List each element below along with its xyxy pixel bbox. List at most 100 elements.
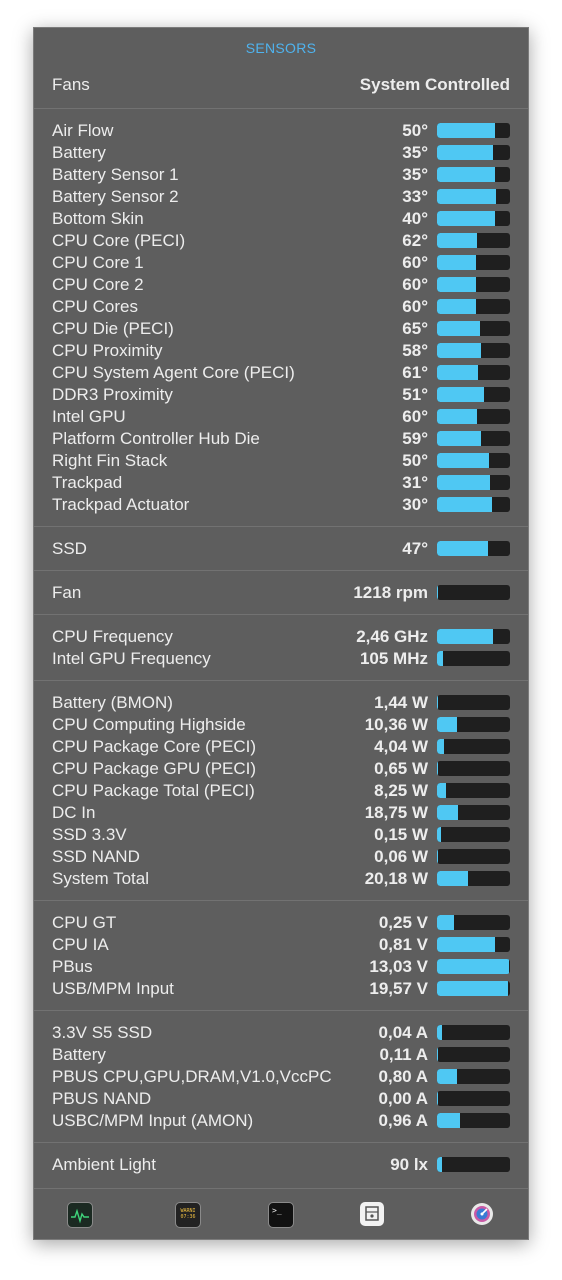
disk-utility-icon[interactable]	[470, 1202, 494, 1226]
sensor-level-fill	[437, 937, 495, 952]
sensor-row[interactable]: 3.3V S5 SSD 0,04 A	[34, 1022, 528, 1044]
divider	[34, 1142, 528, 1143]
sensor-row[interactable]: Right Fin Stack 50°	[34, 450, 528, 472]
sensor-label: DDR3 Proximity	[52, 385, 173, 404]
sensor-label: CPU Cores	[52, 297, 138, 316]
sensor-row[interactable]: Bottom Skin 40°	[34, 208, 528, 230]
sensor-row[interactable]: CPU Cores 60°	[34, 296, 528, 318]
sensor-row[interactable]: Battery Sensor 2 33°	[34, 186, 528, 208]
sensor-value: 20,18 W	[364, 869, 428, 888]
sensor-value: 62°	[402, 231, 428, 250]
sensor-row[interactable]: USB/MPM Input 19,57 V	[34, 978, 528, 1000]
sensor-row[interactable]: PBUS CPU,GPU,DRAM,V1.0,VccPC 0,80 A	[34, 1066, 528, 1088]
sensor-label: CPU Proximity	[52, 341, 163, 360]
sensor-level-fill	[437, 343, 481, 358]
sensor-row[interactable]: USBC/MPM Input (AMON) 0,96 A	[34, 1110, 528, 1132]
sensor-level-bar	[437, 959, 510, 974]
sensor-label: Right Fin Stack	[52, 451, 168, 470]
sensor-value: 0,11 A	[379, 1045, 428, 1064]
sensor-row[interactable]: CPU Frequency 2,46 GHz	[34, 626, 528, 648]
sensor-level-fill	[437, 299, 476, 314]
sensor-value: 0,65 W	[374, 759, 428, 778]
sensor-level-fill	[437, 783, 446, 798]
sensor-row[interactable]: CPU GT 0,25 V	[34, 912, 528, 934]
panel-title: SENSORS	[245, 40, 317, 56]
sensor-row[interactable]: CPU Core (PECI) 62°	[34, 230, 528, 252]
sensor-value: 0,15 W	[374, 825, 428, 844]
sensor-label: SSD NAND	[52, 847, 140, 866]
sensor-level-bar	[437, 145, 510, 160]
sensor-row[interactable]: CPU System Agent Core (PECI) 61°	[34, 362, 528, 384]
sensor-level-bar	[437, 1113, 510, 1128]
console-icon[interactable]: WARNI 07:36	[175, 1202, 201, 1228]
section-light: Ambient Light 90 lx	[34, 1143, 528, 1186]
sensor-row[interactable]: Trackpad 31°	[34, 472, 528, 494]
sensor-label: CPU Core 2	[52, 275, 144, 294]
sensor-level-bar	[437, 453, 510, 468]
sensor-row[interactable]: System Total 20,18 W	[34, 868, 528, 890]
sensor-level-bar	[437, 585, 510, 600]
sensor-level-bar	[437, 1091, 510, 1106]
sensor-label: SSD 3.3V	[52, 825, 127, 844]
sensor-value: 61°	[402, 363, 428, 382]
sensor-row[interactable]: CPU Proximity 58°	[34, 340, 528, 362]
sensor-row[interactable]: Ambient Light 90 lx	[34, 1154, 528, 1176]
sensor-row[interactable]: SSD 47°	[34, 538, 528, 560]
activity-monitor-icon[interactable]	[67, 1202, 93, 1228]
sensor-row[interactable]: CPU Package Total (PECI) 8,25 W	[34, 780, 528, 802]
sensor-sections: Air Flow 50° Battery 35° Battery Sensor 1 35°…	[34, 109, 528, 1186]
sensor-value: 31°	[402, 473, 428, 492]
sensor-row[interactable]: Battery (BMON) 1,44 W	[34, 692, 528, 714]
sensor-row[interactable]: DDR3 Proximity 51°	[34, 384, 528, 406]
sensor-row[interactable]: CPU Core 2 60°	[34, 274, 528, 296]
sensor-row[interactable]: Platform Controller Hub Die 59°	[34, 428, 528, 450]
sensor-row[interactable]: CPU Die (PECI) 65°	[34, 318, 528, 340]
divider	[34, 900, 528, 901]
sensor-label: Battery Sensor 1	[52, 165, 179, 184]
sensor-row[interactable]: SSD 3.3V 0,15 W	[34, 824, 528, 846]
terminal-icon[interactable]: >_	[268, 1202, 294, 1228]
fans-mode-value[interactable]: System Controlled	[359, 75, 510, 94]
sensor-label: USBC/MPM Input (AMON)	[52, 1111, 254, 1130]
sensor-label: DC In	[52, 803, 96, 822]
sensor-level-bar	[437, 277, 510, 292]
sensor-level-bar	[437, 783, 510, 798]
sensor-row[interactable]: CPU Computing Highside 10,36 W	[34, 714, 528, 736]
sensor-row[interactable]: Battery Sensor 1 35°	[34, 164, 528, 186]
fans-mode-row[interactable]: Fans System Controlled	[34, 68, 528, 102]
sensor-row[interactable]: PBUS NAND 0,00 A	[34, 1088, 528, 1110]
sensor-level-fill	[437, 277, 476, 292]
sensor-row[interactable]: Battery 0,11 A	[34, 1044, 528, 1066]
sensor-value: 60°	[402, 407, 428, 426]
sensor-label: Battery	[52, 143, 106, 162]
sensor-row[interactable]: CPU Package Core (PECI) 4,04 W	[34, 736, 528, 758]
sensor-level-fill	[437, 475, 491, 490]
sensor-level-fill	[437, 717, 457, 732]
sensor-row[interactable]: Fan 1218 rpm	[34, 582, 528, 604]
sensor-level-fill	[437, 1113, 460, 1128]
sensor-row[interactable]: SSD NAND 0,06 W	[34, 846, 528, 868]
sensor-label: USB/MPM Input	[52, 979, 174, 998]
sensor-level-bar	[437, 695, 510, 710]
sensor-level-bar	[437, 321, 510, 336]
sensor-row[interactable]: CPU Core 1 60°	[34, 252, 528, 274]
system-information-icon[interactable]	[360, 1202, 384, 1226]
sensor-row[interactable]: CPU IA 0,81 V	[34, 934, 528, 956]
sensor-label: CPU GT	[52, 913, 117, 932]
sensor-row[interactable]: Intel GPU 60°	[34, 406, 528, 428]
sensor-label: CPU System Agent Core (PECI)	[52, 363, 295, 382]
sensor-level-bar	[437, 299, 510, 314]
sensor-row[interactable]: Intel GPU Frequency 105 MHz	[34, 648, 528, 670]
sensor-row[interactable]: DC In 18,75 W	[34, 802, 528, 824]
sensor-value: 0,06 W	[374, 847, 428, 866]
sensor-row[interactable]: Trackpad Actuator 30°	[34, 494, 528, 516]
sensor-row[interactable]: PBus 13,03 V	[34, 956, 528, 978]
sensor-level-bar	[437, 1069, 510, 1084]
sensor-row[interactable]: Battery 35°	[34, 142, 528, 164]
sensor-row[interactable]: Air Flow 50°	[34, 120, 528, 142]
sensor-value: 2,46 GHz	[356, 627, 428, 646]
sensor-label: 3.3V S5 SSD	[52, 1023, 153, 1042]
sensor-level-fill	[437, 1157, 443, 1172]
sensor-label: CPU Package Core (PECI)	[52, 737, 257, 756]
sensor-row[interactable]: CPU Package GPU (PECI) 0,65 W	[34, 758, 528, 780]
